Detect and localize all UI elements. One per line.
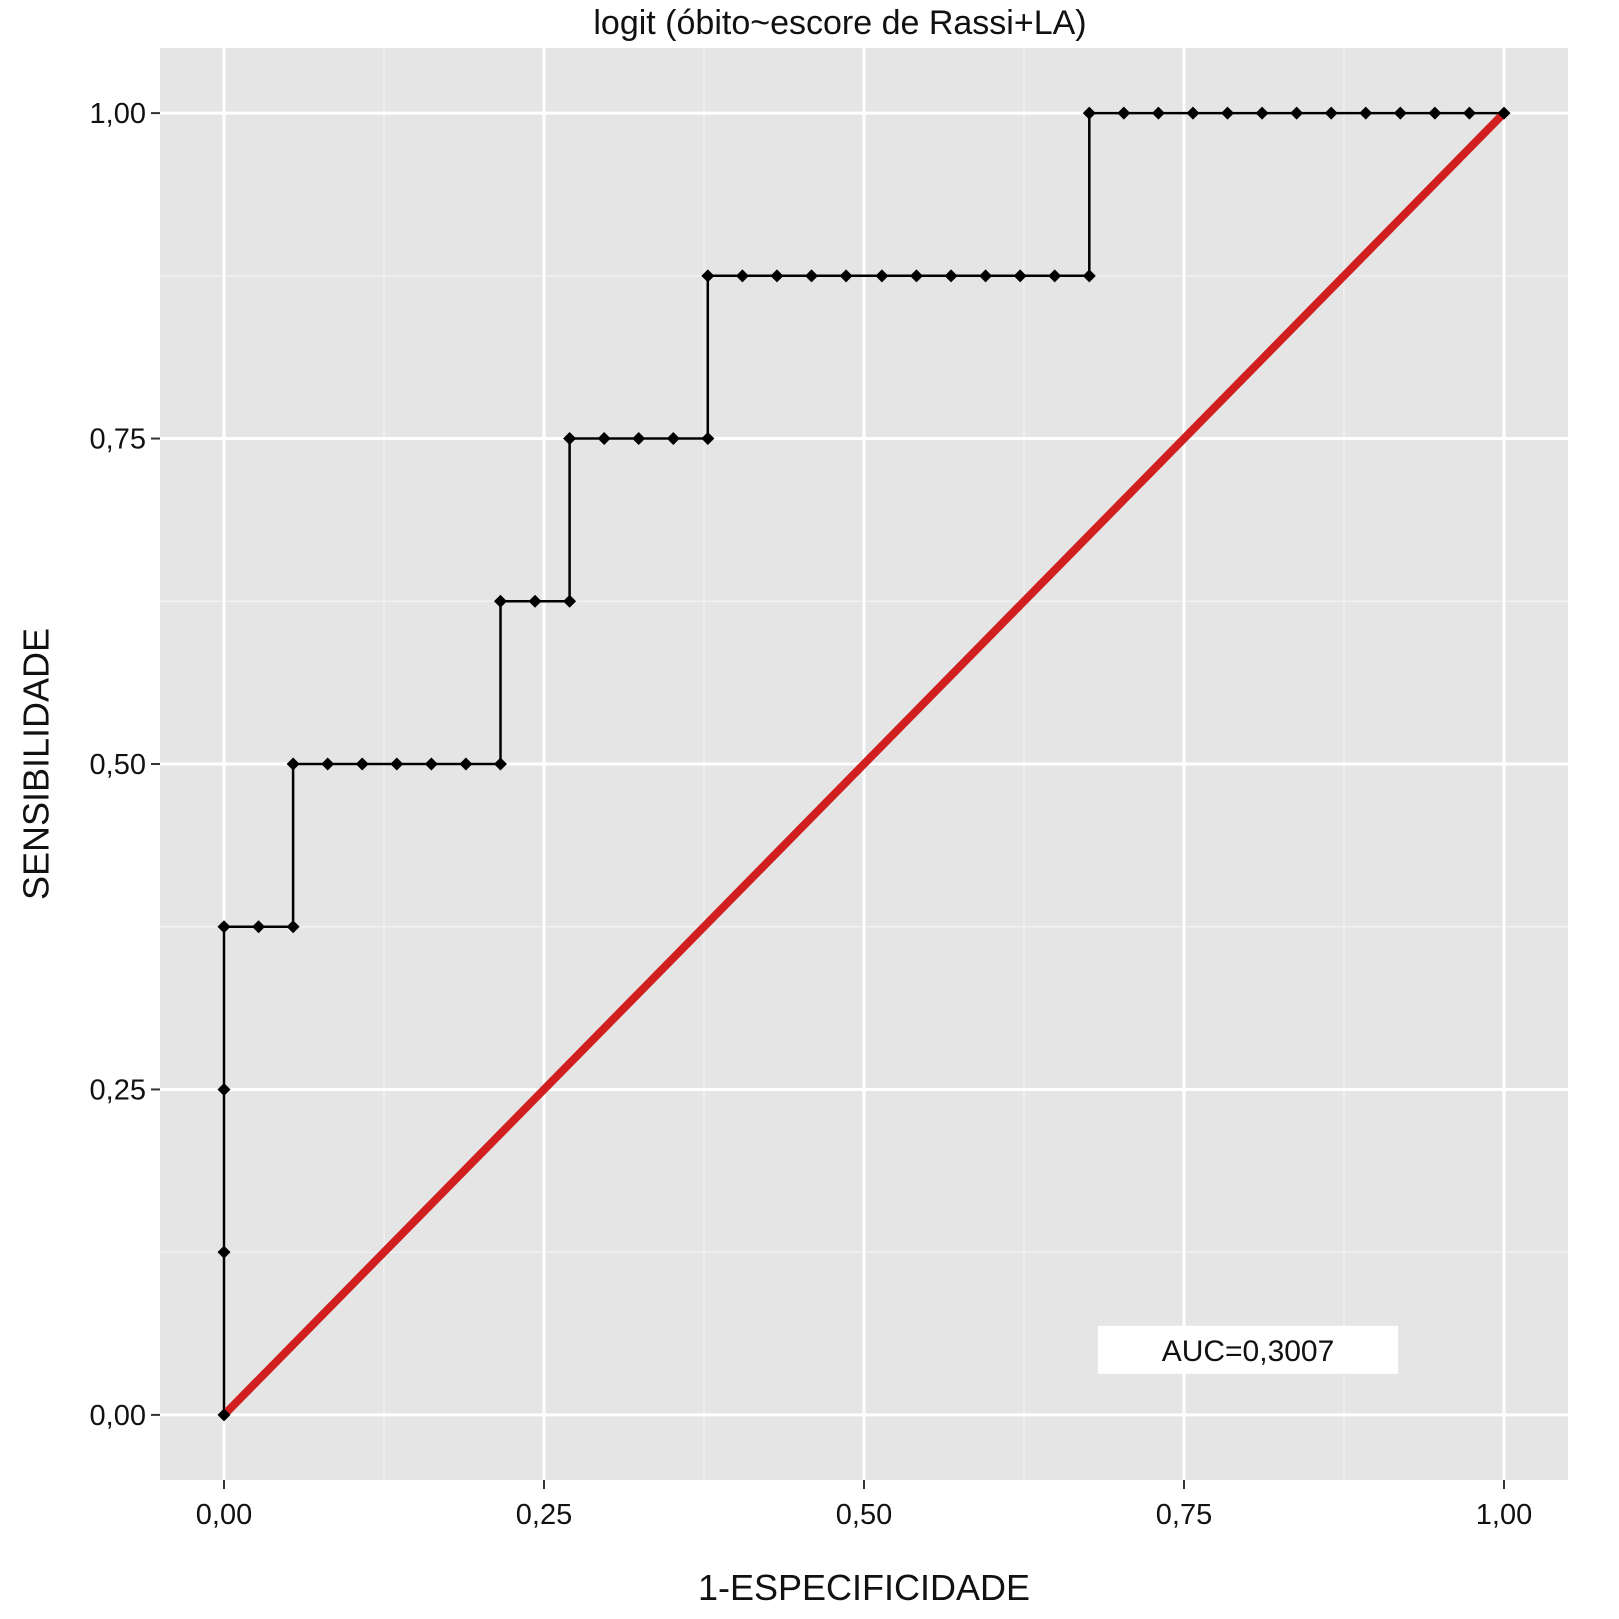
roc-point (1221, 106, 1235, 120)
roc-point (770, 269, 784, 283)
roc-point (1255, 106, 1269, 120)
roc-point (1324, 106, 1338, 120)
roc-point (805, 269, 819, 283)
roc-point (493, 594, 507, 608)
annotation: AUC=0,3007 (1098, 1325, 1398, 1374)
y-tick-label: 1,00 (90, 98, 146, 130)
roc-point (1497, 106, 1511, 120)
auc-label: AUC=0,3007 (1162, 1335, 1335, 1368)
roc-point (321, 757, 335, 771)
roc-point (1393, 106, 1407, 120)
roc-point (666, 432, 680, 446)
chart-title: logit (óbito~escore de Rassi+LA) (593, 4, 1086, 42)
reference-diagonal-line (220, 109, 1508, 1419)
auc-label-box (1098, 1325, 1398, 1374)
roc-point (632, 432, 646, 446)
y-tick-label: 0,75 (90, 424, 146, 456)
y-axis-title: SENSIBILIDADE (16, 628, 57, 900)
roc-point (597, 432, 611, 446)
roc-point (1359, 106, 1373, 120)
roc-point (701, 432, 715, 446)
roc-point (1428, 106, 1442, 120)
roc-point (1151, 106, 1165, 120)
roc-step-line (222, 111, 1504, 1415)
axis-ticks (151, 112, 1505, 1489)
roc-point (563, 432, 577, 446)
roc-point (875, 269, 889, 283)
roc-point (1082, 269, 1096, 283)
roc-point (1186, 106, 1200, 120)
x-tick-label: 0,25 (516, 1499, 572, 1531)
series-layer (217, 106, 1511, 1422)
roc-point (286, 920, 300, 934)
roc-point (1048, 269, 1062, 283)
roc-point (735, 269, 749, 283)
roc-point (1290, 106, 1304, 120)
y-tick-label: 0,50 (90, 749, 146, 781)
roc-point (1462, 106, 1476, 120)
roc-point (252, 920, 266, 934)
x-tick-label: 0,50 (836, 1499, 892, 1531)
x-axis-title: 1-ESPECIFICIDADE (698, 1567, 1030, 1608)
y-tick-label: 0,25 (90, 1074, 146, 1106)
roc-point (217, 1245, 231, 1259)
roc-point (286, 757, 300, 771)
x-tick-label: 0,00 (196, 1499, 252, 1531)
roc-point (979, 269, 993, 283)
x-tick-label: 1,00 (1476, 1499, 1532, 1531)
roc-point (528, 594, 542, 608)
roc-point (493, 757, 507, 771)
roc-point (944, 269, 958, 283)
roc-point (390, 757, 404, 771)
x-tick-label: 0,75 (1156, 1499, 1212, 1531)
roc-point (839, 269, 853, 283)
roc-point (909, 269, 923, 283)
y-tick-labels: 0,00 0,25 0,50 0,75 1,00 (90, 98, 146, 1432)
roc-point (217, 920, 231, 934)
y-tick-label: 0,00 (90, 1400, 146, 1432)
roc-point (424, 757, 438, 771)
roc-point (217, 1082, 231, 1096)
roc-point (1013, 269, 1027, 283)
roc-point (355, 757, 369, 771)
roc-point (701, 269, 715, 283)
roc-point (563, 594, 577, 608)
roc-point (459, 757, 473, 771)
roc-point (1082, 106, 1096, 120)
roc-point (1117, 106, 1131, 120)
roc-point (217, 1408, 231, 1422)
x-tick-labels: 0,00 0,25 0,50 0,75 1,00 (196, 1499, 1532, 1531)
